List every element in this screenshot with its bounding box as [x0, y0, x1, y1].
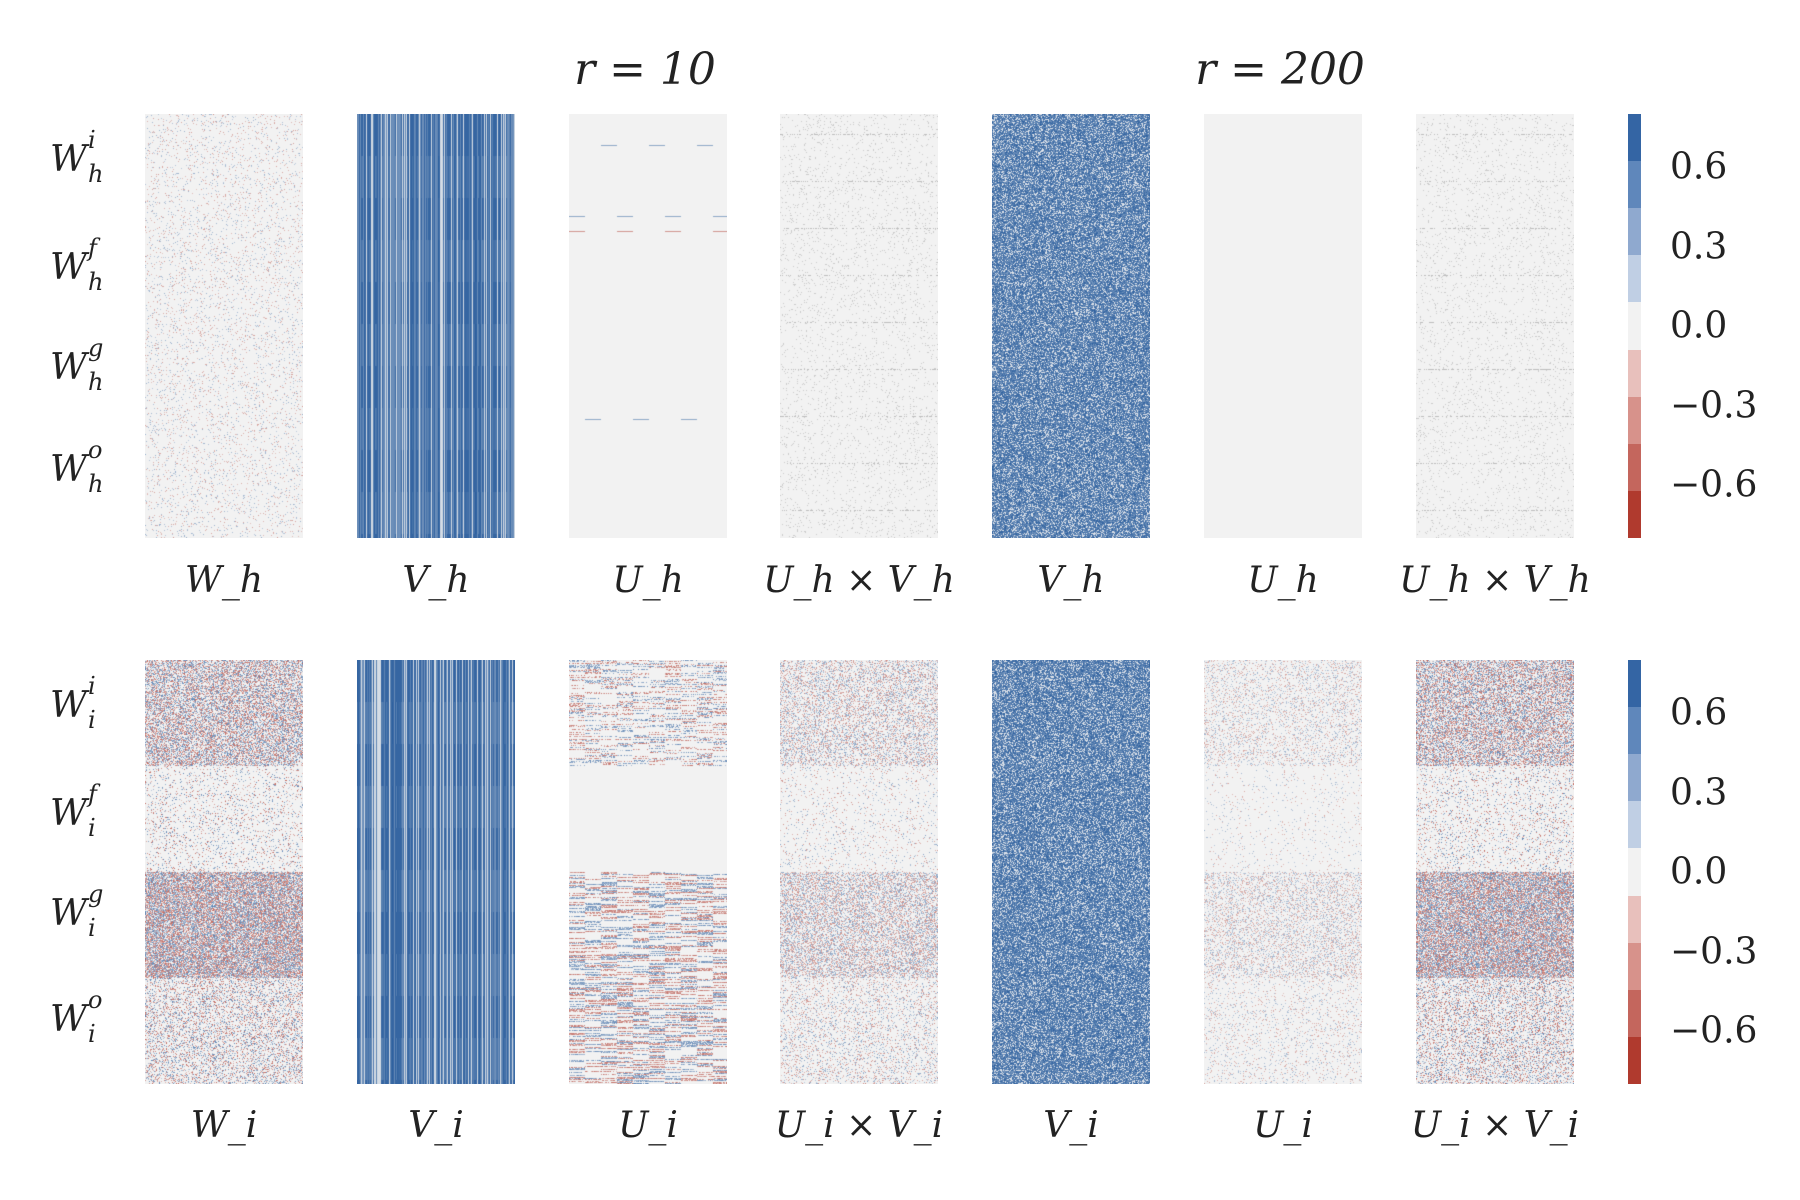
- heatmap-canvas: [569, 660, 727, 1084]
- x-label-input-3: U_i × V_i: [774, 1105, 944, 1146]
- colorbar-tick-label: 0.3: [1670, 226, 1728, 267]
- colorbar-tick-label: 0.6: [1670, 146, 1728, 188]
- colorbar-segment: [1628, 114, 1641, 162]
- colorbar-tick-label: 0.0: [1670, 851, 1728, 893]
- colorbar-bottom: [1628, 660, 1641, 1085]
- heatmap-hidden-4: [992, 114, 1150, 538]
- colorbar-segment: [1628, 707, 1641, 755]
- colorbar-segment: [1628, 1036, 1641, 1085]
- x-label-hidden-3: U_h × V_h: [763, 560, 955, 601]
- group-title-r10: r = 10: [574, 44, 716, 95]
- x-label-hidden-6: U_h × V_h: [1399, 560, 1591, 601]
- colorbar-tick-label: 0.3: [1670, 772, 1728, 813]
- heatmap-canvas: [145, 660, 303, 1084]
- heatmap-hidden-1: [357, 114, 515, 538]
- heatmap-hidden-5: [1204, 114, 1362, 538]
- heatmap-canvas: [357, 660, 515, 1084]
- heatmap-canvas: [145, 114, 303, 538]
- colorbar-segment: [1628, 208, 1641, 256]
- colorbar-segment: [1628, 989, 1641, 1038]
- heatmap-canvas: [1416, 114, 1574, 538]
- colorbar-segment: [1628, 660, 1641, 708]
- x-label-hidden-1: V_h: [402, 560, 470, 601]
- colorbar-top: [1628, 114, 1641, 539]
- x-label-input-4: V_i: [1043, 1105, 1099, 1146]
- heatmap-input-5: [1204, 660, 1362, 1084]
- x-label-input-6: U_i × V_i: [1410, 1105, 1580, 1146]
- heatmap-canvas: [357, 114, 515, 538]
- x-label-hidden-4: V_h: [1037, 560, 1105, 601]
- heatmap-canvas: [1416, 660, 1574, 1084]
- group-title-r200: r = 200: [1195, 44, 1365, 95]
- colorbar-segment: [1628, 396, 1641, 445]
- colorbar-segment: [1628, 443, 1641, 492]
- colorbar-segment: [1628, 349, 1641, 398]
- heatmap-canvas: [992, 114, 1150, 538]
- heatmap-canvas: [569, 114, 727, 538]
- heatmap-hidden-2: [569, 114, 727, 538]
- x-label-input-5: U_i: [1253, 1105, 1313, 1146]
- colorbar-segment: [1628, 942, 1641, 991]
- heatmap-input-1: [357, 660, 515, 1084]
- colorbar-tick-label: 0.6: [1670, 692, 1728, 734]
- heatmap-canvas: [1204, 114, 1362, 538]
- colorbar-tick-label: −0.3: [1670, 385, 1758, 426]
- x-label-hidden-0: W_h: [184, 560, 264, 601]
- colorbar-segment: [1628, 895, 1641, 944]
- colorbar-tick-label: −0.6: [1670, 464, 1758, 506]
- x-label-input-2: U_i: [618, 1105, 678, 1146]
- x-label-hidden-5: U_h: [1247, 560, 1319, 601]
- colorbar-tick-label: 0.0: [1670, 305, 1728, 347]
- heatmap-hidden-0: [145, 114, 303, 538]
- heatmap-input-6: [1416, 660, 1574, 1084]
- heatmap-canvas: [780, 660, 938, 1084]
- colorbar-segment: [1628, 161, 1641, 209]
- x-label-input-0: W_i: [190, 1105, 258, 1146]
- colorbar-segment: [1628, 848, 1641, 897]
- colorbar-segment: [1628, 754, 1641, 802]
- heatmap-input-0: [145, 660, 303, 1084]
- heatmap-hidden-6: [1416, 114, 1574, 538]
- heatmap-input-2: [569, 660, 727, 1084]
- heatmap-input-3: [780, 660, 938, 1084]
- heatmap-input-4: [992, 660, 1150, 1084]
- colorbar-tick-label: −0.6: [1670, 1010, 1758, 1052]
- heatmap-canvas: [992, 660, 1150, 1084]
- colorbar-segment: [1628, 302, 1641, 351]
- colorbar-tick-label: −0.3: [1670, 931, 1758, 972]
- x-label-hidden-2: U_h: [612, 560, 684, 601]
- x-label-input-1: V_i: [408, 1105, 464, 1146]
- colorbar-segment: [1628, 255, 1641, 303]
- colorbar-segment: [1628, 801, 1641, 849]
- heatmap-hidden-3: [780, 114, 938, 538]
- heatmap-canvas: [780, 114, 938, 538]
- heatmap-canvas: [1204, 660, 1362, 1084]
- colorbar-segment: [1628, 490, 1641, 539]
